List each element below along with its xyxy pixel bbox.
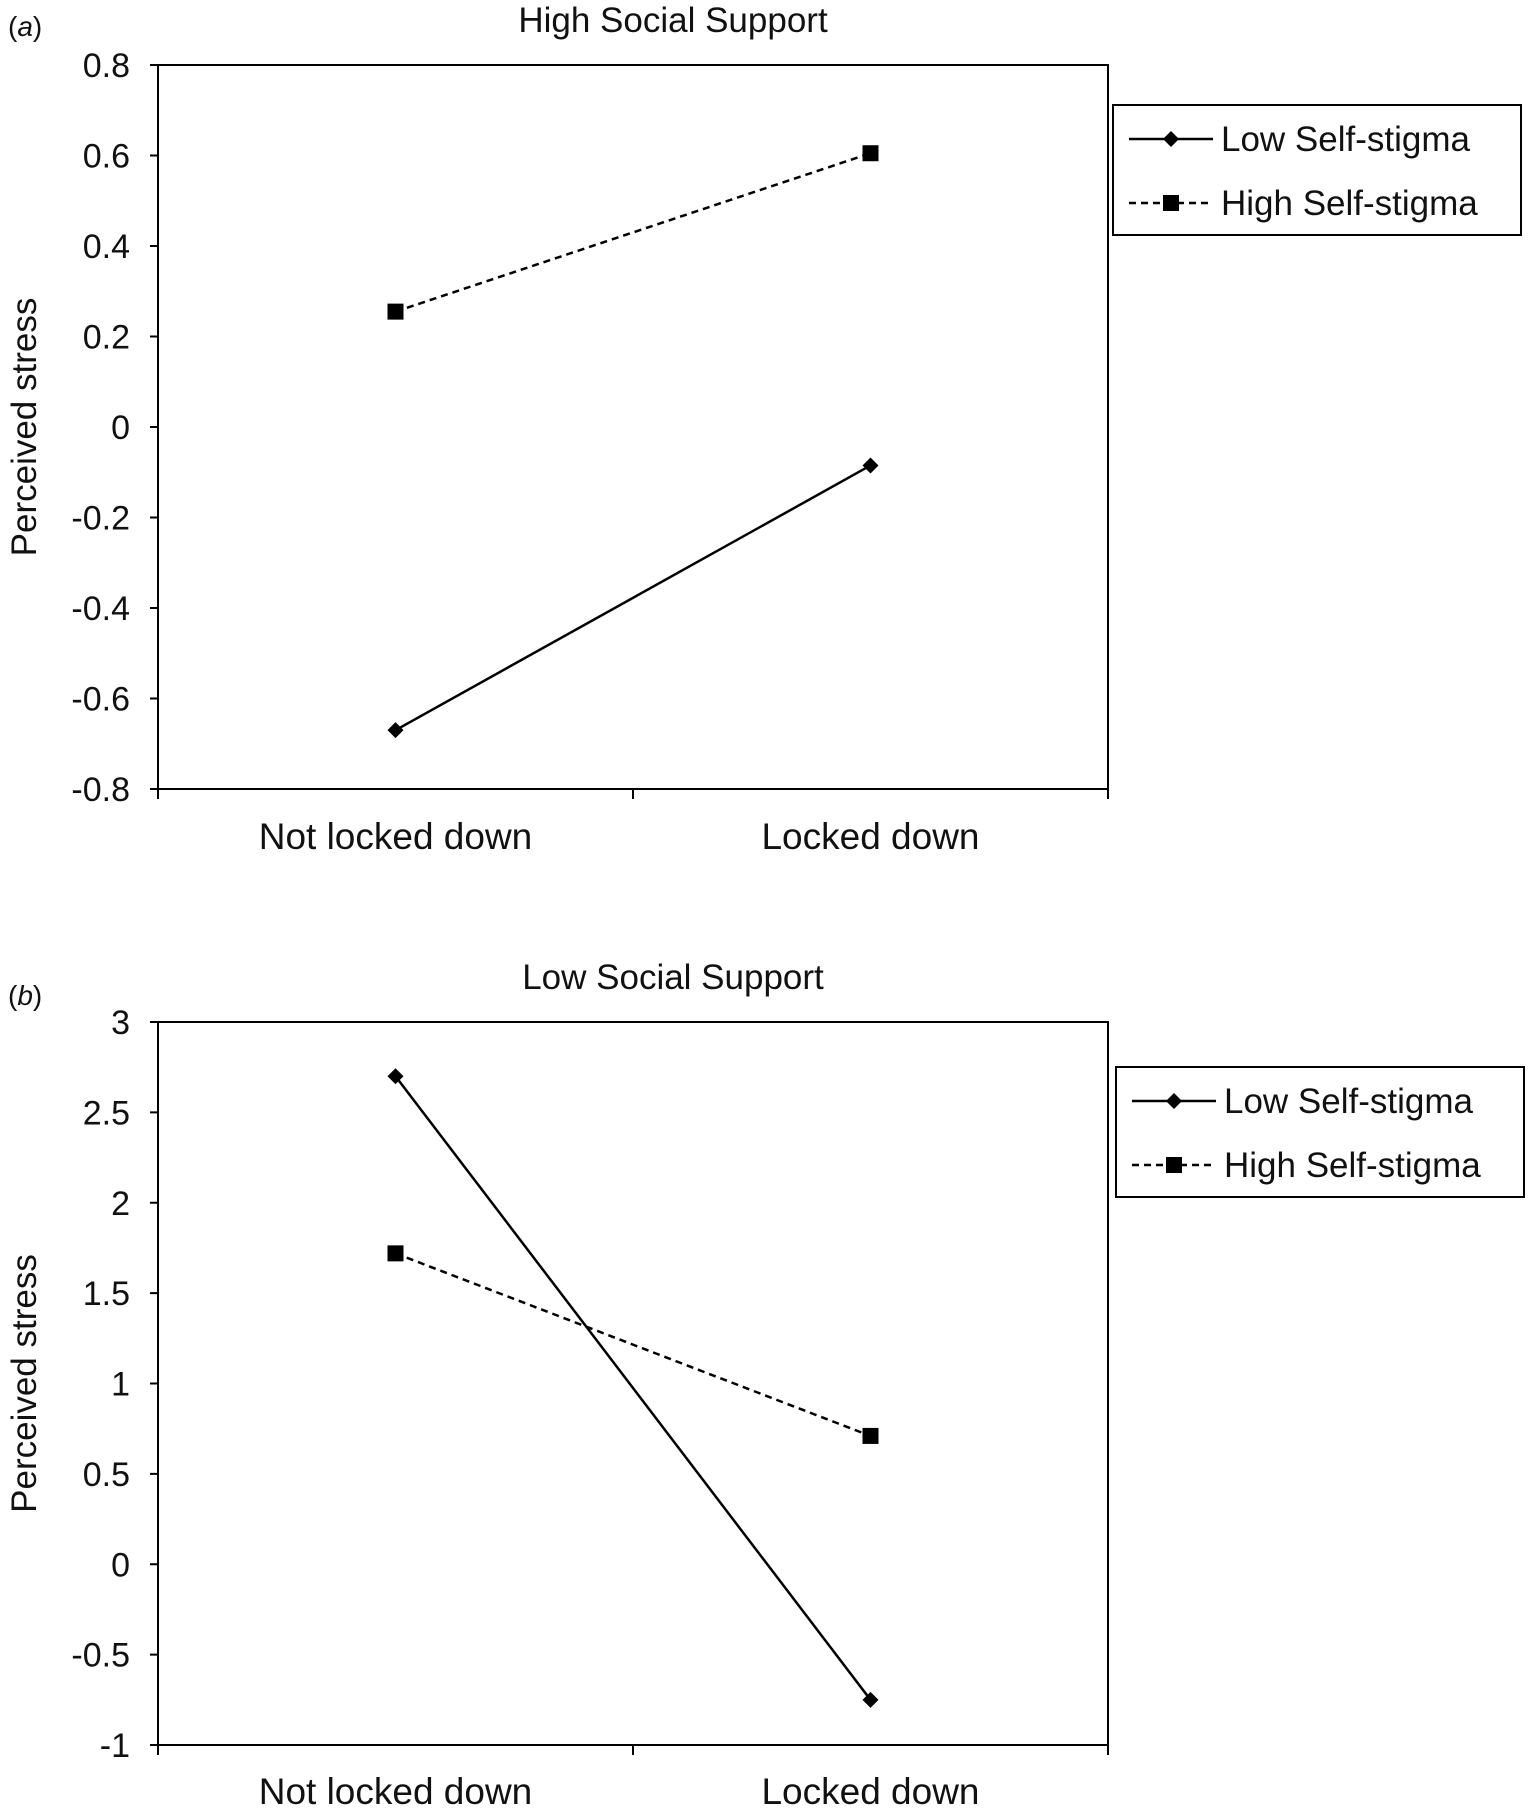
chart-title: High Social Support xyxy=(518,1,828,40)
y-tick-label: 0.2 xyxy=(83,319,130,357)
legend-box xyxy=(1115,1066,1525,1198)
y-tick-label: 0.4 xyxy=(83,228,130,266)
y-tick-label: 0.6 xyxy=(83,138,130,176)
data-point-high-self-stigma xyxy=(862,1427,879,1444)
legend-marker-diamond xyxy=(1166,1093,1182,1109)
data-point-high-self-stigma xyxy=(387,303,404,320)
y-axis-label: Perceived stress xyxy=(5,298,44,557)
panel-label: (a) xyxy=(8,11,42,42)
legend-marker-diamond xyxy=(1163,131,1179,147)
plot-area xyxy=(157,1021,1109,1746)
x-tick-label: Locked down xyxy=(761,816,979,857)
data-point-high-self-stigma xyxy=(387,1245,404,1262)
data-point-low-self-stigma xyxy=(862,1691,879,1708)
y-tick-label: -0.6 xyxy=(71,681,130,719)
chart-panel-b: (b) Low Social Support -1 -0.5 0 0.5 1 1.5 2 2.5 3… xyxy=(5,958,1525,1812)
y-tick-label: -0.2 xyxy=(71,500,130,538)
legend-box xyxy=(1112,104,1522,236)
y-tick-label: 0 xyxy=(111,1546,130,1584)
data-point-low-self-stigma xyxy=(862,457,879,474)
y-tick-label: 1.5 xyxy=(83,1275,130,1313)
series-line-high-self-stigma xyxy=(395,1252,871,1438)
y-axis-label: Perceived stress xyxy=(5,1254,44,1513)
plot-area xyxy=(157,64,1109,790)
panel-label: (b) xyxy=(8,980,42,1011)
legend-label: Low Self-stigma xyxy=(1224,1082,1474,1121)
series-line-low-self-stigma xyxy=(394,464,872,732)
y-tick-label: 1 xyxy=(111,1366,130,1404)
data-point-low-self-stigma xyxy=(387,1068,404,1085)
x-tick-label: Not locked down xyxy=(259,1771,533,1812)
y-tick-label: 2 xyxy=(111,1185,130,1223)
y-tick-label: 0.8 xyxy=(83,47,130,85)
y-tick-label: 2.5 xyxy=(83,1094,130,1132)
y-tick-label: -0.8 xyxy=(71,771,130,809)
y-tick-label: -1 xyxy=(100,1727,130,1765)
data-point-low-self-stigma xyxy=(387,722,404,739)
x-tick-label: Locked down xyxy=(761,1771,979,1812)
legend-label: High Self-stigma xyxy=(1221,184,1478,223)
legend-label: High Self-stigma xyxy=(1224,1146,1481,1185)
y-tick-label: -0.5 xyxy=(71,1637,130,1675)
series-line-low-self-stigma xyxy=(394,1075,872,1701)
chart-title: Low Social Support xyxy=(522,958,824,997)
legend: Low Self-stigma High Self-stigma xyxy=(1112,104,1522,236)
x-tick-label: Not locked down xyxy=(259,816,533,857)
y-tick-label: 3 xyxy=(111,1004,130,1042)
legend-label: Low Self-stigma xyxy=(1221,120,1471,159)
legend: Low Self-stigma High Self-stigma xyxy=(1115,1066,1525,1198)
y-tick-label: 0 xyxy=(111,409,130,447)
data-point-high-self-stigma xyxy=(862,145,879,162)
legend-marker-square xyxy=(1163,195,1179,211)
legend-marker-square xyxy=(1166,1157,1182,1173)
y-tick-label: 0.5 xyxy=(83,1456,130,1494)
series-line-high-self-stigma xyxy=(395,152,871,313)
y-tick-label: -0.4 xyxy=(71,590,130,628)
chart-panel-a: (a) High Social Support -0.8 -0.6 -0.4 -0.2 0 0… xyxy=(5,1,1522,857)
